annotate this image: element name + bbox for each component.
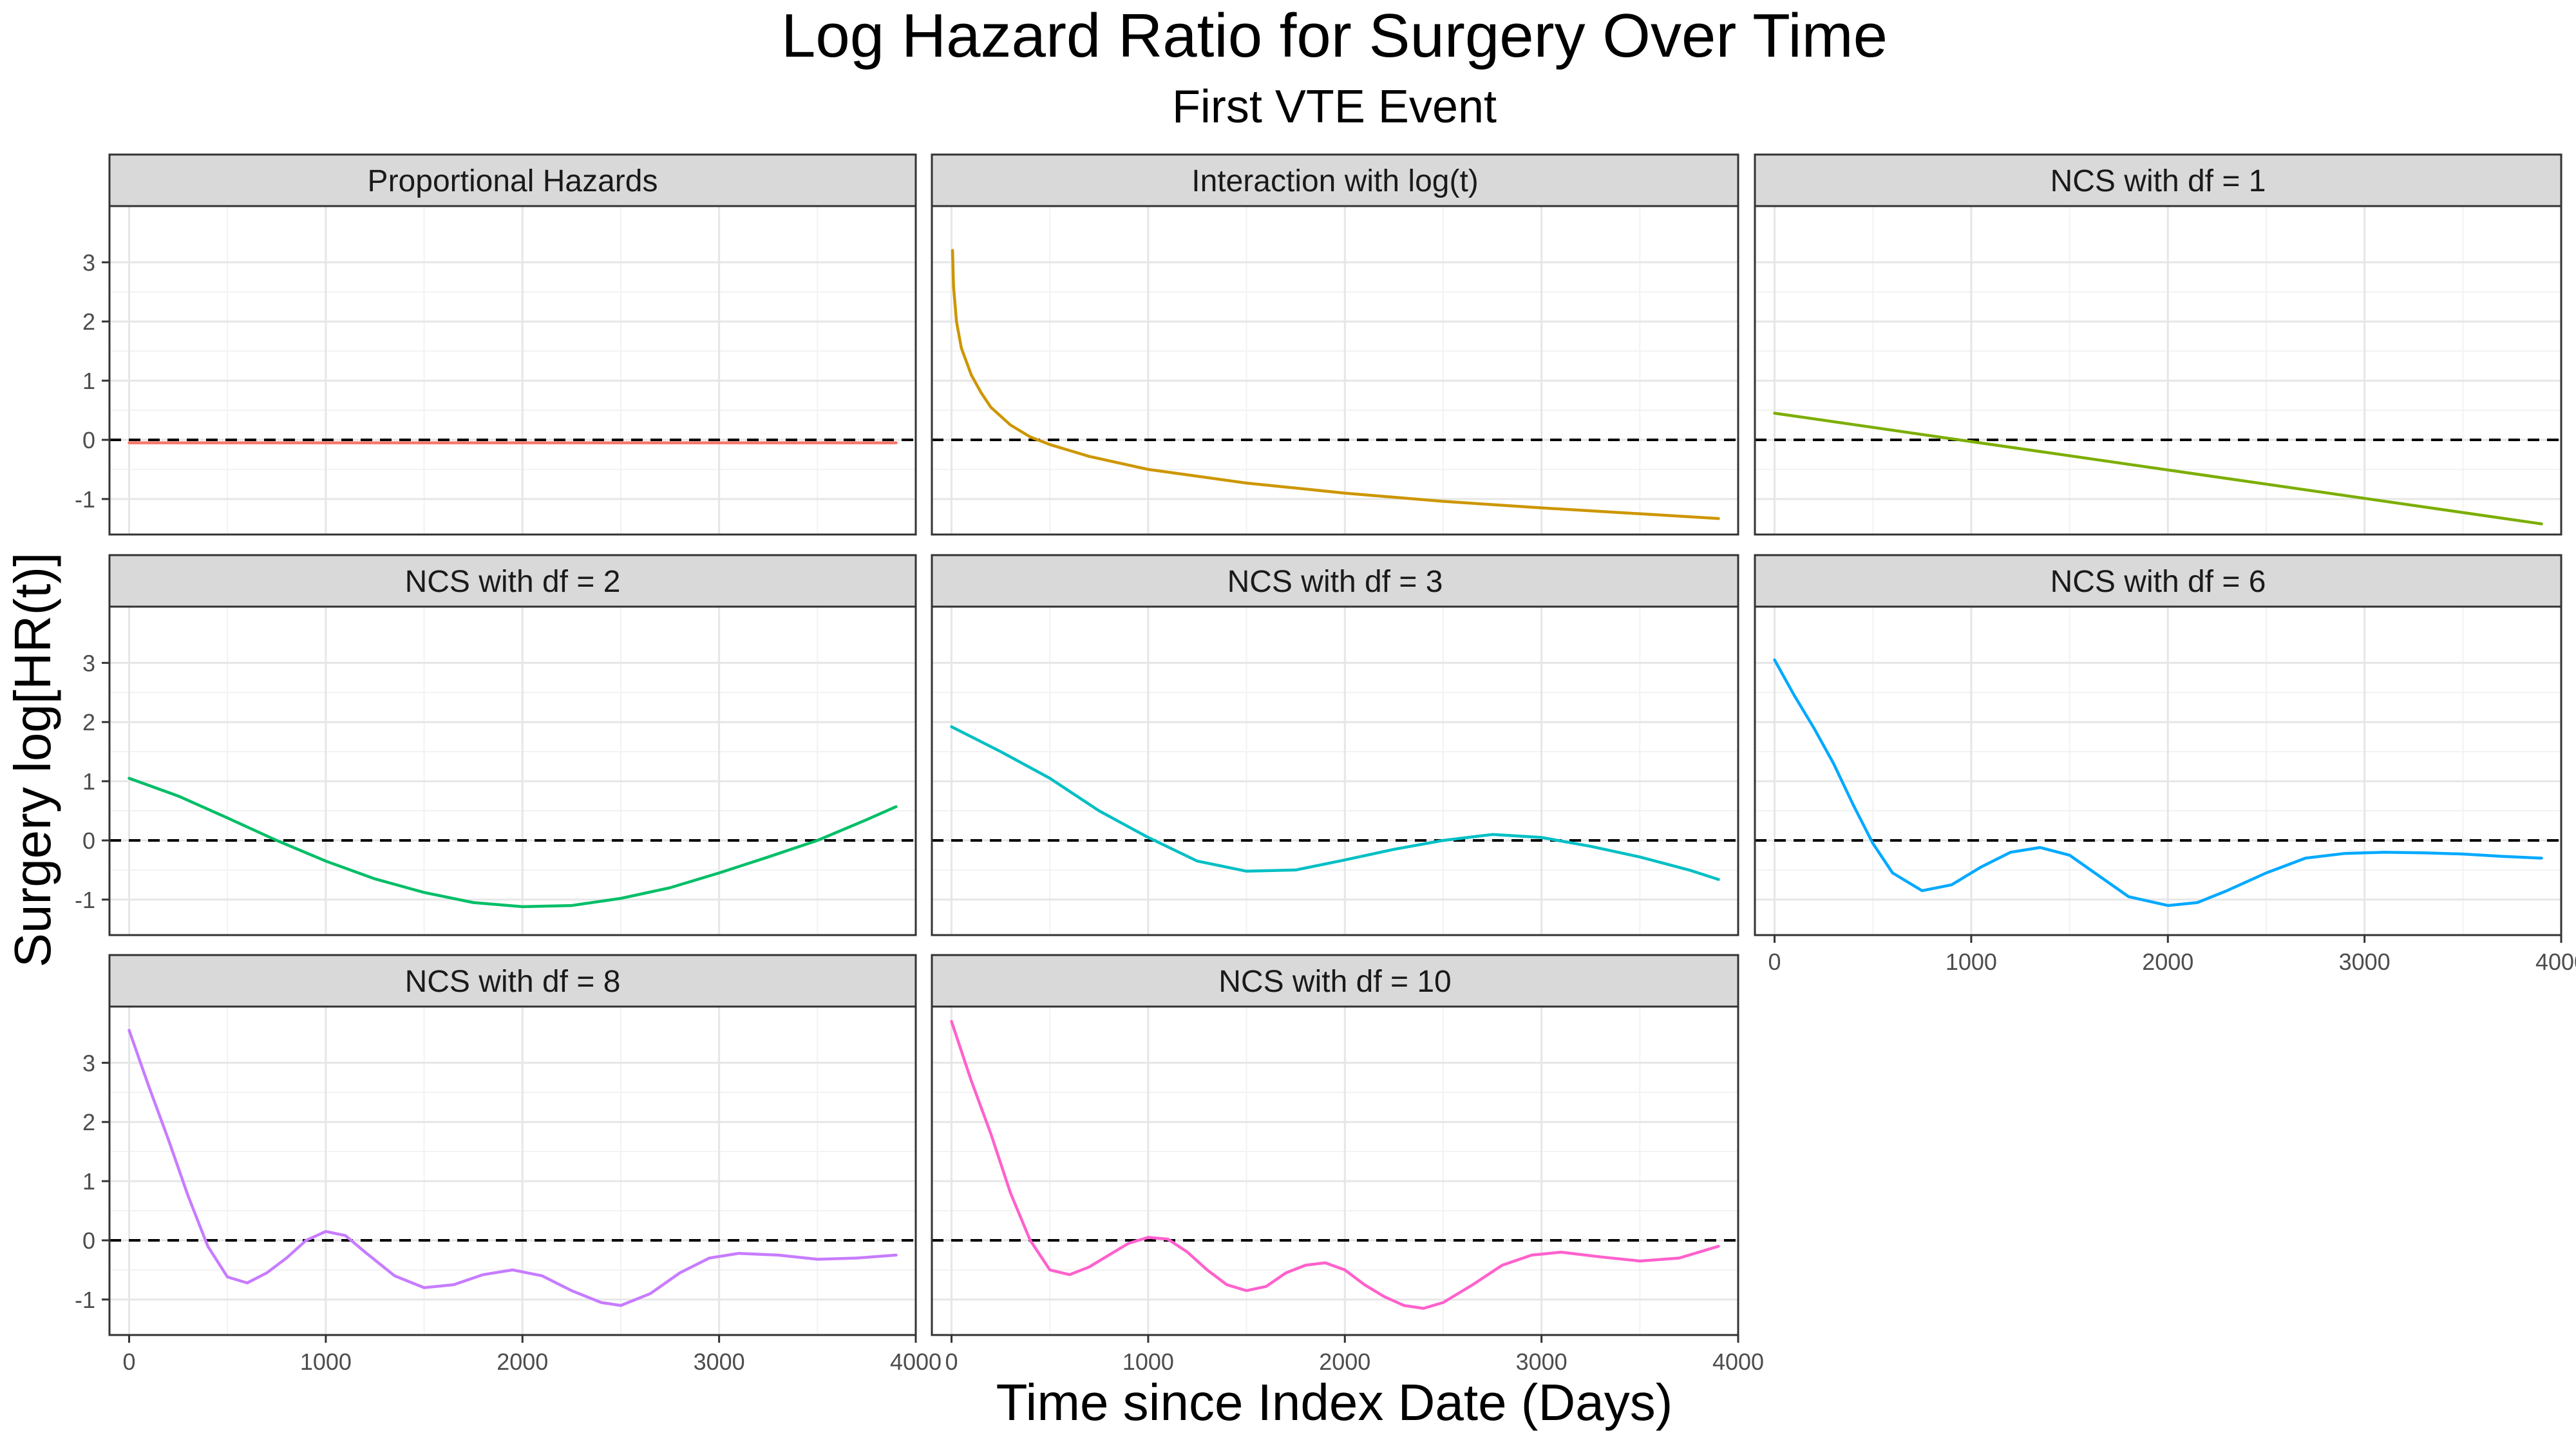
- y-tick-label: 3: [82, 1050, 95, 1076]
- facet-strip: [108, 954, 917, 1008]
- x-tick-label: 4000: [890, 1349, 942, 1375]
- series-line: [951, 249, 1720, 520]
- x-tick-label: 0: [123, 1349, 136, 1375]
- facet-strip-label: NCS with df = 3: [1227, 565, 1443, 599]
- facet-strip-label: NCS with df = 10: [1218, 965, 1452, 999]
- x-tick-label: 3000: [694, 1349, 745, 1375]
- x-tick-label: 0: [1768, 949, 1781, 975]
- facet-strip-label: NCS with df = 2: [405, 565, 621, 599]
- x-tick-label: 1000: [1946, 949, 1997, 975]
- panel-background: [932, 1007, 1738, 1335]
- y-tick-label: 1: [82, 1168, 95, 1195]
- panel-background: [109, 1007, 916, 1335]
- facet-strip-label: NCS with df = 6: [2050, 565, 2266, 599]
- series-line: [950, 725, 1720, 881]
- y-tick-label: 2: [82, 308, 95, 335]
- y-tick-label: 2: [82, 1109, 95, 1135]
- panel-border: [108, 205, 917, 536]
- y-tick-label: 0: [82, 427, 95, 453]
- facet-panel-8: NCS with df = 10 0 1000 2000 3000 4000: [931, 954, 1764, 1375]
- y-tick-label: -1: [75, 887, 95, 913]
- y-axis-label: Surgery log[HR(t)]: [4, 553, 61, 968]
- facet-strip-label: NCS with df = 8: [405, 965, 621, 999]
- x-tick-label: 3000: [1516, 1349, 1567, 1375]
- facet-strip: [931, 954, 1739, 1008]
- x-tick-label: 0: [945, 1349, 958, 1375]
- facet-strip-label: Interaction with log(t): [1191, 164, 1479, 198]
- panel-border: [1754, 605, 2562, 936]
- y-tick-label: 0: [82, 828, 95, 854]
- facet-panel-7: NCS with df = 8 -1 0 1 2 3 0 1000 2000 3000 4000: [75, 954, 942, 1375]
- y-tick-label: 1: [82, 768, 95, 795]
- panel-border: [931, 1005, 1739, 1336]
- x-tick-label: 2000: [1319, 1349, 1370, 1375]
- y-tick-label: -1: [75, 486, 95, 513]
- facet-strip: [108, 554, 917, 608]
- panel-background: [932, 206, 1738, 535]
- series-line: [128, 1028, 898, 1307]
- x-tick-label: 4000: [1712, 1349, 1764, 1375]
- panel-border: [108, 1005, 917, 1336]
- panel-background: [109, 607, 916, 935]
- x-tick-label: 1000: [1122, 1349, 1174, 1375]
- y-tick-label: 3: [82, 650, 95, 676]
- x-tick-label: 2000: [497, 1349, 548, 1375]
- series-line: [950, 1019, 1720, 1310]
- x-tick-label: 2000: [2142, 949, 2193, 975]
- x-tick-label: 1000: [300, 1349, 352, 1375]
- panel-border: [108, 605, 917, 936]
- facet-strip-label: Proportional Hazards: [368, 164, 658, 198]
- panels: Proportional Hazards -1 0 1 2 3 Interaction wi…: [75, 153, 2576, 1375]
- panel-background: [932, 607, 1738, 935]
- facet-panel-1: Proportional Hazards -1 0 1 2 3: [75, 153, 917, 536]
- facet-panel-6: NCS with df = 6 0 1000 2000 3000 4000: [1754, 554, 2576, 975]
- series-line: [1773, 412, 2543, 526]
- y-tick-label: 2: [82, 709, 95, 735]
- panel-background: [109, 206, 916, 535]
- facet-panel-3: NCS with df = 1: [1754, 153, 2562, 536]
- series-line: [1773, 658, 2543, 907]
- panel-background: [1755, 206, 2561, 535]
- chart-title: Log Hazard Ratio for Surgery Over Time: [781, 1, 1888, 70]
- facet-panel-2: Interaction with log(t): [931, 153, 1739, 536]
- y-tick-label: 3: [82, 249, 95, 276]
- panel-border: [931, 605, 1739, 936]
- y-tick-label: 1: [82, 368, 95, 394]
- facet-strip: [1754, 153, 2562, 207]
- y-tick-label: 0: [82, 1227, 95, 1254]
- x-tick-label: 3000: [2339, 949, 2391, 975]
- facet-panel-5: NCS with df = 3: [931, 554, 1739, 936]
- x-tick-label: 4000: [2535, 949, 2576, 975]
- facet-strip: [931, 153, 1739, 207]
- panel-border: [931, 205, 1739, 536]
- panel-background: [1755, 607, 2561, 935]
- panel-border: [1754, 205, 2562, 536]
- x-axis-label: Time since Index Date (Days): [996, 1374, 1673, 1431]
- facet-strip-label: NCS with df = 1: [2050, 164, 2266, 198]
- y-tick-label: -1: [75, 1287, 95, 1313]
- facet-strip: [108, 153, 917, 207]
- facet-strip: [931, 554, 1739, 608]
- facet-panel-4: NCS with df = 2 -1 0 1 2 3: [75, 554, 917, 936]
- series-line: [128, 777, 898, 909]
- chart-subtitle: First VTE Event: [1172, 81, 1497, 133]
